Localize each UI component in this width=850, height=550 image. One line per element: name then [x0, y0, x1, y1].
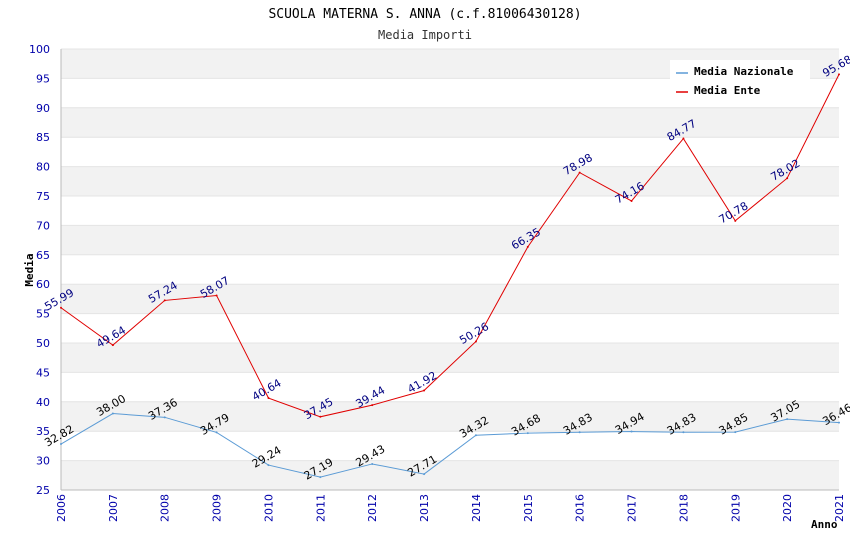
x-tick-label: 2007: [107, 494, 120, 522]
x-tick-label: 2020: [781, 494, 794, 522]
x-tick-label: 2012: [366, 494, 379, 522]
y-tick-label: 40: [36, 396, 50, 409]
grid-bands: [60, 48, 839, 491]
series-line: [60, 413, 840, 478]
data-point: [786, 418, 789, 421]
data-point: [786, 177, 789, 180]
x-tick-label: 2017: [626, 494, 639, 522]
y-tick-label: 80: [36, 161, 50, 174]
grid-band: [61, 343, 839, 373]
y-tick-label: 25: [36, 484, 50, 497]
data-point: [371, 404, 374, 407]
x-tick-label: 2015: [522, 494, 535, 522]
grid-band: [61, 372, 839, 402]
series-line: [60, 74, 840, 418]
legend-box: [670, 60, 810, 102]
x-tick-label: 2006: [55, 494, 68, 522]
data-point: [734, 219, 737, 222]
y-tick-label: 55: [36, 308, 50, 321]
data-point: [838, 73, 840, 76]
grid-band: [61, 254, 839, 285]
data-point: [267, 464, 270, 467]
data-point: [319, 476, 322, 479]
data-point: [630, 199, 633, 202]
data-point: [578, 431, 581, 434]
legend: Media Nazionale Media Ente: [670, 60, 810, 102]
y-tick-label: 30: [36, 455, 50, 468]
data-point: [682, 137, 685, 140]
data-point: [474, 340, 477, 343]
data-point: [319, 415, 322, 418]
data-point: [163, 299, 166, 302]
data-point: [526, 432, 529, 435]
grid-band: [61, 196, 839, 226]
series-group: [60, 73, 840, 479]
data-point: [423, 389, 426, 392]
x-axis-label: Anno: [811, 518, 838, 531]
data-point: [734, 431, 737, 434]
y-tick-label: 60: [36, 278, 50, 291]
data-point: [60, 443, 62, 446]
data-point: [60, 306, 62, 309]
x-tick-label: 2014: [470, 494, 483, 522]
data-point: [267, 397, 270, 400]
y-tick-label: 85: [36, 131, 50, 144]
data-point: [371, 462, 374, 465]
data-point: [630, 430, 633, 433]
y-tick-label: 65: [36, 249, 50, 262]
y-tick-label: 90: [36, 102, 50, 115]
grid-band: [61, 166, 839, 196]
x-tick-label: 2018: [677, 494, 690, 522]
data-point: [111, 344, 114, 347]
data-point: [111, 412, 114, 415]
data-point: [163, 416, 166, 419]
grid-band: [61, 313, 839, 343]
data-point: [838, 421, 840, 424]
grid-band: [61, 284, 839, 314]
data-point: [215, 431, 218, 434]
x-tick-label: 2013: [418, 494, 431, 522]
y-tick-label: 70: [36, 219, 50, 232]
data-point: [578, 171, 581, 174]
y-axis-ticks: 25 30 35 40 45 50 55 60 65 70 75 80 85 90 95 100: [29, 43, 50, 497]
data-point: [423, 473, 426, 476]
x-tick-label: 2021: [833, 494, 846, 522]
grid-band: [61, 137, 839, 167]
y-tick-label: 45: [36, 366, 50, 379]
chart-subtitle: Media Importi: [378, 28, 472, 42]
x-tick-label: 2011: [314, 494, 327, 522]
legend-label-media-nazionale: Media Nazionale: [694, 65, 794, 78]
chart-title: SCUOLA MATERNA S. ANNA (c.f.81006430128): [268, 7, 581, 22]
x-tick-label: 2010: [262, 494, 275, 522]
legend-label-media-ente: Media Ente: [694, 84, 761, 97]
grid-band: [61, 225, 839, 255]
grid-band: [61, 460, 839, 490]
grid-band: [61, 401, 839, 432]
x-tick-label: 2009: [211, 494, 224, 522]
grid-band: [61, 107, 839, 138]
data-point: [215, 294, 218, 297]
x-tick-label: 2019: [729, 494, 742, 522]
x-axis-ticks: 2006 2007 2008 2009 2010 2011 2012 2013 2014 2015…: [55, 494, 846, 522]
y-tick-label: 100: [29, 43, 50, 56]
y-tick-label: 75: [36, 190, 50, 203]
x-tick-label: 2008: [159, 494, 172, 522]
y-axis-label: Media: [23, 253, 36, 286]
y-tick-label: 95: [36, 72, 50, 85]
y-tick-label: 35: [36, 425, 50, 438]
data-point: [682, 431, 685, 434]
data-point: [474, 434, 477, 437]
x-tick-label: 2016: [574, 494, 587, 522]
y-tick-label: 50: [36, 337, 50, 350]
data-point: [526, 245, 529, 248]
grid-band: [61, 431, 839, 461]
